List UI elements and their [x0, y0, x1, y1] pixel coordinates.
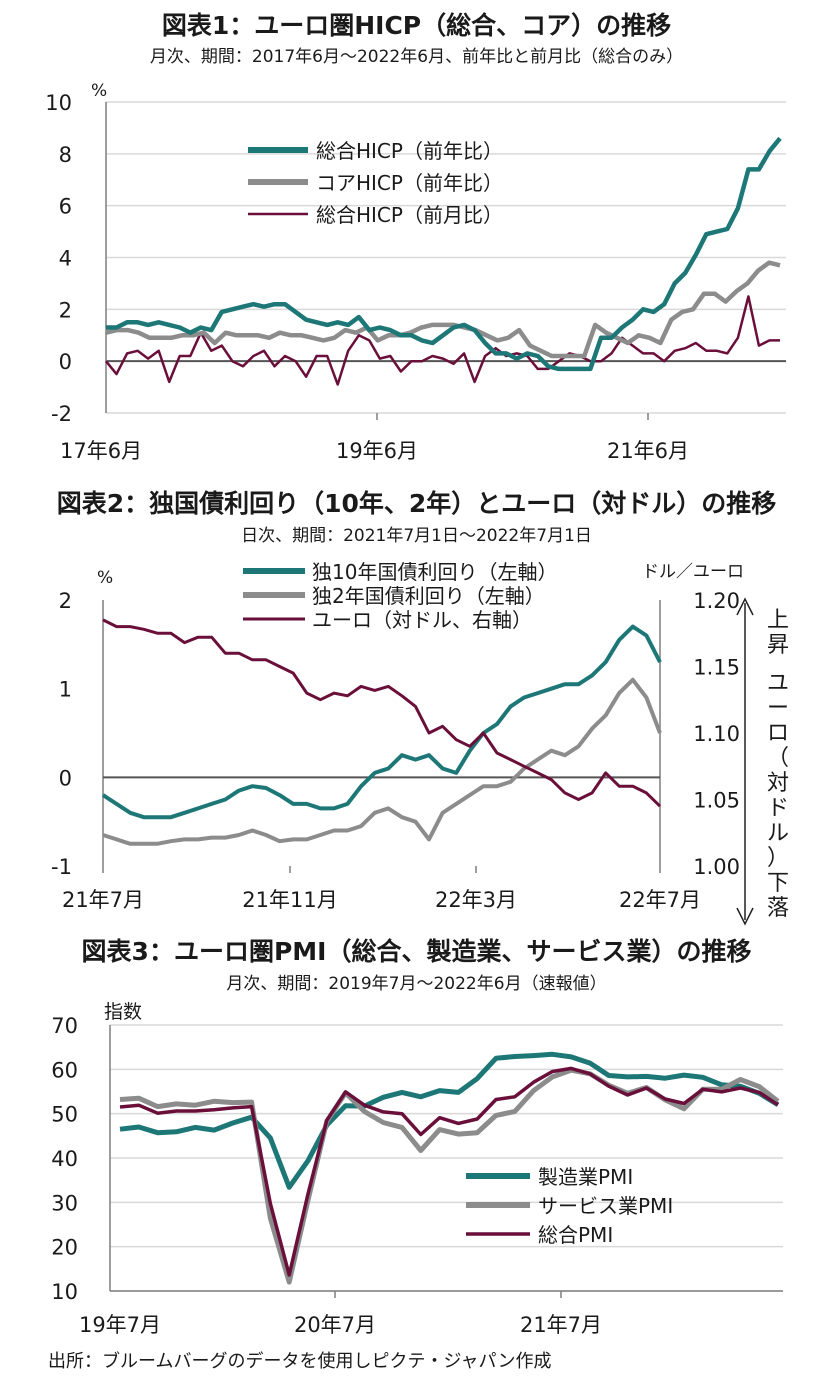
y-unit-label: 指数 [104, 1001, 142, 1023]
side-label-up: 昇 [767, 633, 789, 658]
side-label-mid: ユ [767, 671, 789, 696]
chart2-subtitle: 日次、期間：2021年7月1日～2022年7月1日 [241, 526, 592, 546]
y2-unit-label: ドル／ユーロ [642, 562, 744, 582]
series-line [119, 1051, 780, 1190]
x-tick-label: 19年7月 [79, 1313, 161, 1337]
chart1-subtitle: 月次、期間：2017年6月～2022年6月、前年比と前月比（総合のみ） [149, 47, 684, 67]
y-tick-label: 1 [59, 678, 72, 702]
chart2-title: 図表2：独国債利回り（10年、2年）とユーロ（対ドル）の推移 [56, 489, 777, 518]
chart3-subtitle: 月次、期間：2019年7月～2022年6月（速報値） [226, 974, 607, 994]
legend-label: 総合PMI [538, 1223, 613, 1247]
y-tick-label: 4 [59, 247, 72, 271]
y-unit-label: % [91, 81, 107, 101]
y2-tick-label: 1.00 [693, 855, 740, 879]
series-line [105, 295, 780, 386]
side-label-down: 下 [767, 871, 789, 896]
legend-label: 総合HICP（前年比） [316, 139, 503, 163]
chart2-plot: 2 1 0 -1 1.20 1.15 1.10 1.05 1.00% ドル／ユーロ 21年7月 21年… [51, 560, 789, 926]
arrow-down-icon [736, 907, 754, 926]
side-label-mid: ー [767, 696, 789, 721]
y-tick-label: -2 [51, 402, 72, 426]
y-unit-label: % [97, 568, 113, 588]
x-tick-label: 21年6月 [607, 439, 689, 463]
y2-tick-label: 1.20 [693, 589, 740, 613]
y-tick-label: 60 [51, 1058, 78, 1082]
chart3-plot: 70 60 50 40 30 20 10 指数 19年7月 20年7月 21年7月 製造業PMI サービ… [51, 1001, 783, 1337]
y-tick-label: 0 [59, 350, 72, 374]
y-tick-label: 50 [51, 1103, 78, 1127]
legend-label: サービス業PMI [538, 1194, 673, 1218]
y-tick-label: 20 [51, 1236, 78, 1260]
y-tick-label: 30 [51, 1191, 78, 1215]
y-tick-label: 0 [59, 766, 72, 790]
y-tick-label: 2 [59, 298, 72, 322]
side-label-up: 上 [767, 608, 789, 633]
series-line [106, 136, 782, 372]
x-tick-label: 20年7月 [294, 1313, 376, 1337]
y-tick-label: 8 [59, 143, 72, 167]
y-tick-label: 6 [59, 195, 72, 219]
series-line [102, 618, 662, 808]
legend-label: 独2年国債利回り（左軸） [312, 584, 545, 608]
legend-label: 製造業PMI [538, 1165, 633, 1189]
source-note: 出所：ブルームバーグのデータを使用しピクテ・ジャパン作成 [48, 1351, 552, 1372]
x-tick-label: 21年11月 [242, 888, 337, 912]
y-tick-label: 40 [51, 1147, 78, 1171]
x-tick-label: 21年7月 [62, 888, 144, 912]
side-label-mid: ） [767, 846, 789, 871]
x-tick-label: 19年6月 [336, 439, 418, 463]
x-tick-label: 17年6月 [60, 439, 142, 463]
y2-tick-label: 1.10 [693, 722, 740, 746]
x-tick-label: 22年3月 [435, 888, 517, 912]
chart1-plot: 10 8 6 4 2 0 -2% 17年6月 19年6月 21年6月 総合HICP（前年比） コアHI… [45, 81, 786, 463]
y-tick-label: 10 [45, 91, 72, 115]
x-tick-label: 21年7月 [520, 1313, 602, 1337]
series-line [102, 677, 662, 846]
series-line [119, 1066, 779, 1277]
series-line [101, 624, 662, 820]
y-tick-label: 2 [59, 589, 72, 613]
y-tick-label: -1 [51, 855, 72, 879]
x-tick-label: 22年7月 [619, 888, 701, 912]
legend-label: 独10年国債利回り（左軸） [312, 560, 557, 584]
y2-tick-label: 1.15 [693, 656, 740, 680]
arrow-up-icon [736, 597, 754, 616]
side-label-mid: ド [767, 796, 789, 821]
legend-label: 総合HICP（前月比） [316, 203, 503, 227]
legend-label: ユーロ（対ドル、右軸） [312, 608, 532, 632]
side-label-mid: 対 [767, 771, 789, 796]
side-label-mid: ル [767, 821, 789, 846]
side-label-mid: （ [767, 746, 789, 771]
chart3-title: 図表3：ユーロ圏PMI（総合、製造業、サービス業）の推移 [81, 937, 752, 966]
chart1-title: 図表1：ユーロ圏HICP（総合、コア）の推移 [161, 11, 672, 40]
side-label-down: 落 [767, 896, 789, 921]
legend-label: コアHICP（前年比） [316, 171, 503, 195]
y2-tick-label: 1.05 [693, 789, 740, 813]
series-line [105, 260, 781, 359]
side-label-mid: ロ [767, 721, 789, 746]
y-tick-label: 70 [51, 1014, 78, 1038]
y-tick-label: 10 [51, 1280, 78, 1304]
